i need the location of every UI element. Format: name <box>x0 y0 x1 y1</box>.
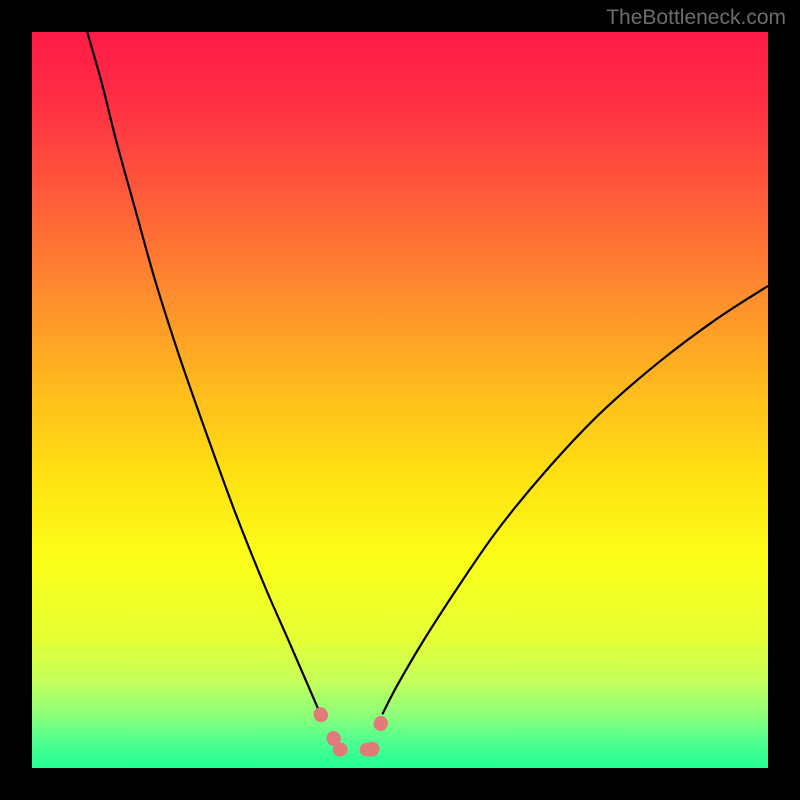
u-marker-right <box>372 710 385 750</box>
curves-layer <box>32 32 768 768</box>
watermark-text: TheBottleneck.com <box>606 6 786 30</box>
curve-right <box>382 286 768 714</box>
curve-left <box>87 32 320 714</box>
u-marker <box>321 710 386 750</box>
plot-area <box>32 32 768 768</box>
